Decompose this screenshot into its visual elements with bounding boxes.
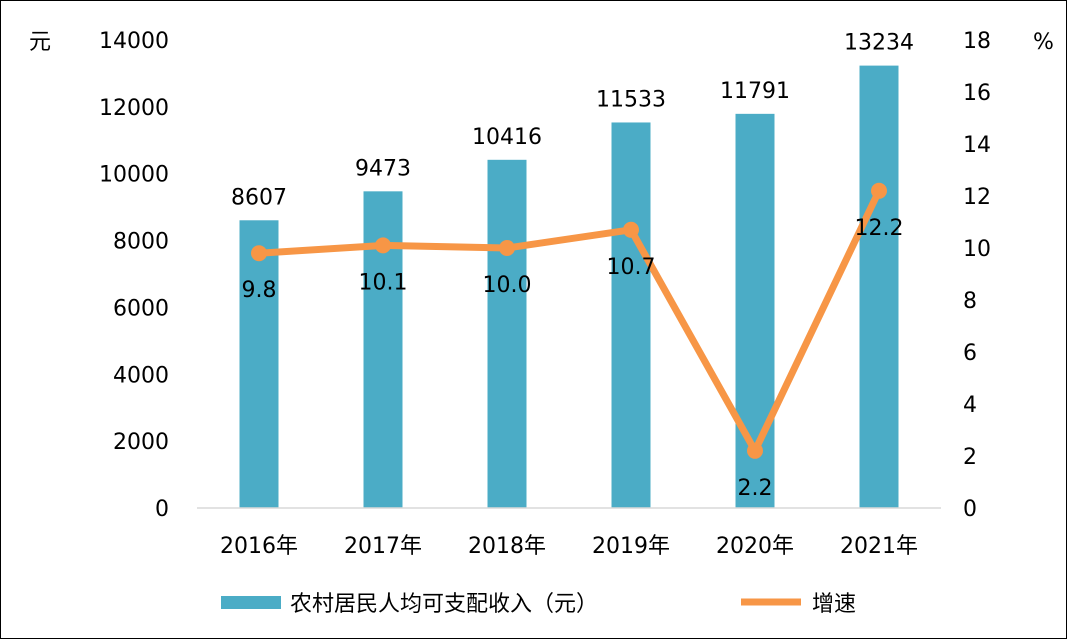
growth-value-label-2: 10.0 xyxy=(483,273,532,298)
legend-bar-label: 农村居民人均可支配收入（元） xyxy=(290,592,598,617)
bar-value-label-5: 13234 xyxy=(844,31,914,56)
x-tick-label-1: 2017年 xyxy=(344,534,422,559)
bar-3 xyxy=(611,122,651,508)
growth-value-label-1: 10.1 xyxy=(359,270,408,295)
x-tick-label-0: 2016年 xyxy=(220,534,298,559)
right-axis-unit: % xyxy=(1033,30,1054,55)
right-tick-label-0: 0 xyxy=(963,497,977,522)
left-tick-label-2: 4000 xyxy=(113,363,169,388)
right-axis: 0 2 4 6 8 10 12 14 16 18 xyxy=(963,29,991,522)
left-axis-unit: 元 xyxy=(29,30,51,55)
left-tick-label-7: 14000 xyxy=(99,29,169,54)
left-axis: 0 2000 4000 6000 8000 10000 12000 14000 xyxy=(99,29,169,522)
right-tick-label-5: 10 xyxy=(963,237,991,262)
right-tick-label-8: 16 xyxy=(963,81,991,106)
right-tick-label-4: 8 xyxy=(963,289,977,314)
bar-2 xyxy=(487,159,527,509)
right-tick-label-9: 18 xyxy=(963,29,991,54)
x-tick-label-4: 2020年 xyxy=(716,534,794,559)
line-layer xyxy=(251,182,887,459)
left-tick-label-3: 6000 xyxy=(113,296,169,321)
growth-point-3 xyxy=(623,221,639,238)
bar-value-label-0: 8607 xyxy=(231,185,287,210)
bar-value-label-2: 10416 xyxy=(472,125,542,150)
growth-value-label-5: 12.2 xyxy=(855,216,904,241)
growth-point-5 xyxy=(871,182,887,199)
right-tick-label-3: 6 xyxy=(963,341,977,366)
bar-value-label-4: 11791 xyxy=(720,79,790,104)
growth-value-label-4: 2.2 xyxy=(738,476,773,501)
growth-value-label-3: 10.7 xyxy=(607,255,656,280)
bars-layer xyxy=(239,65,899,509)
left-tick-label-4: 8000 xyxy=(113,230,169,255)
left-tick-label-6: 12000 xyxy=(99,96,169,121)
x-tick-label-3: 2019年 xyxy=(592,534,670,559)
right-tick-label-7: 14 xyxy=(963,133,991,158)
legend-line-label: 增速 xyxy=(812,592,856,617)
bar-value-label-3: 11533 xyxy=(596,87,666,112)
labels-layer: 8607 9473 10416 11533 11791 13234 9.8 10.1 10.0 1… xyxy=(231,31,914,501)
right-tick-label-6: 12 xyxy=(963,185,991,210)
bar-4 xyxy=(735,113,775,508)
legend: 农村居民人均可支配收入（元） 增速 xyxy=(221,592,856,617)
growth-value-label-0: 9.8 xyxy=(242,278,277,303)
growth-point-1 xyxy=(375,237,391,254)
left-tick-label-1: 2000 xyxy=(113,430,169,455)
bar-0 xyxy=(239,220,279,509)
bar-5 xyxy=(859,65,899,508)
growth-point-2 xyxy=(499,240,515,256)
left-tick-label-5: 10000 xyxy=(99,163,169,188)
x-tick-label-2: 2018年 xyxy=(468,534,546,559)
bar-value-label-1: 9473 xyxy=(355,156,411,181)
growth-point-0 xyxy=(251,245,267,262)
right-tick-label-2: 4 xyxy=(963,393,977,418)
right-tick-label-1: 2 xyxy=(963,445,977,470)
left-tick-label-0: 0 xyxy=(155,497,169,522)
legend-bar-swatch xyxy=(221,596,281,609)
x-tick-label-5: 2021年 xyxy=(840,534,918,559)
x-axis: 2016年 2017年 2018年 2019年 2020年 2021年 xyxy=(220,534,918,559)
growth-point-4 xyxy=(747,442,763,459)
growth-line xyxy=(255,187,883,455)
